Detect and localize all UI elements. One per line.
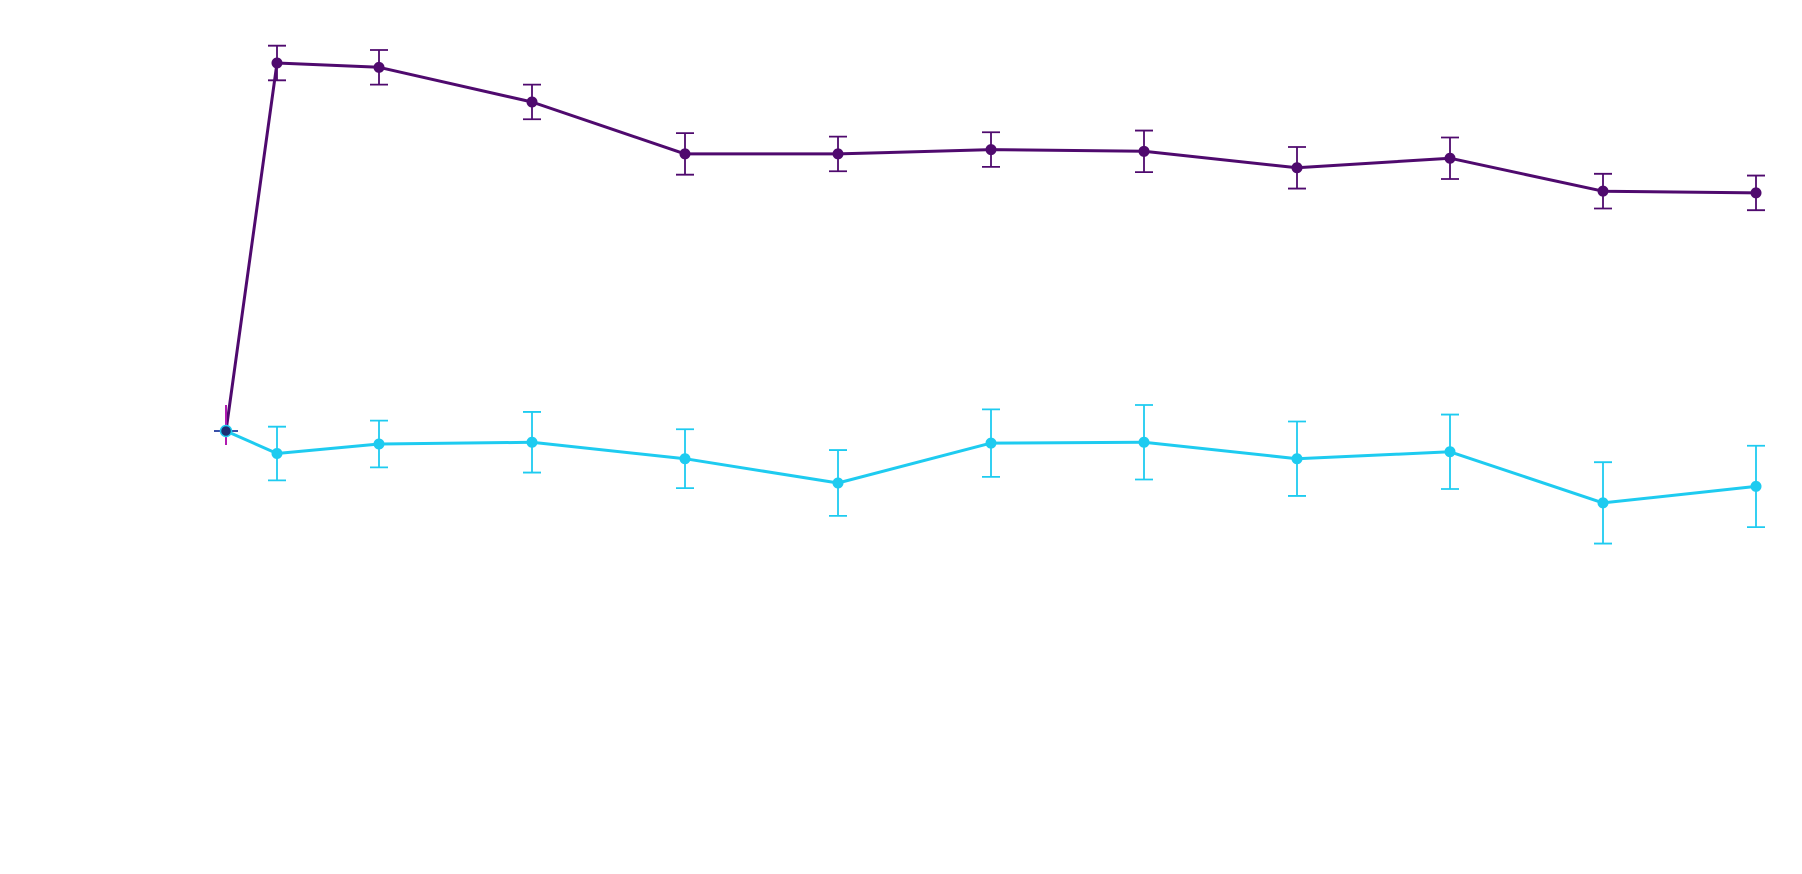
- data-point: [1750, 187, 1762, 199]
- data-point: [1291, 453, 1303, 465]
- data-point: [526, 436, 538, 448]
- series-2: [220, 404, 1765, 545]
- data-point: [373, 438, 385, 450]
- data-point: [985, 437, 997, 449]
- data-point: [271, 57, 283, 69]
- data-point: [1444, 152, 1456, 164]
- series-1: [220, 44, 1765, 437]
- data-point: [679, 453, 691, 465]
- data-point: [526, 96, 538, 108]
- data-point: [1597, 185, 1609, 197]
- data-point: [1444, 446, 1456, 458]
- data-point: [832, 148, 844, 160]
- origin-point: [219, 424, 233, 438]
- series-line: [225, 429, 1757, 505]
- data-point: [679, 148, 691, 160]
- data-point: [1597, 497, 1609, 509]
- data-point: [271, 448, 283, 460]
- data-point: [985, 144, 997, 156]
- data-point: [832, 477, 844, 489]
- series-layer: [214, 44, 1765, 545]
- data-point: [1138, 436, 1150, 448]
- data-point: [1750, 480, 1762, 492]
- data-point: [373, 61, 385, 73]
- series-line: [224, 61, 1757, 432]
- data-point: [1138, 145, 1150, 157]
- data-point: [1291, 162, 1303, 174]
